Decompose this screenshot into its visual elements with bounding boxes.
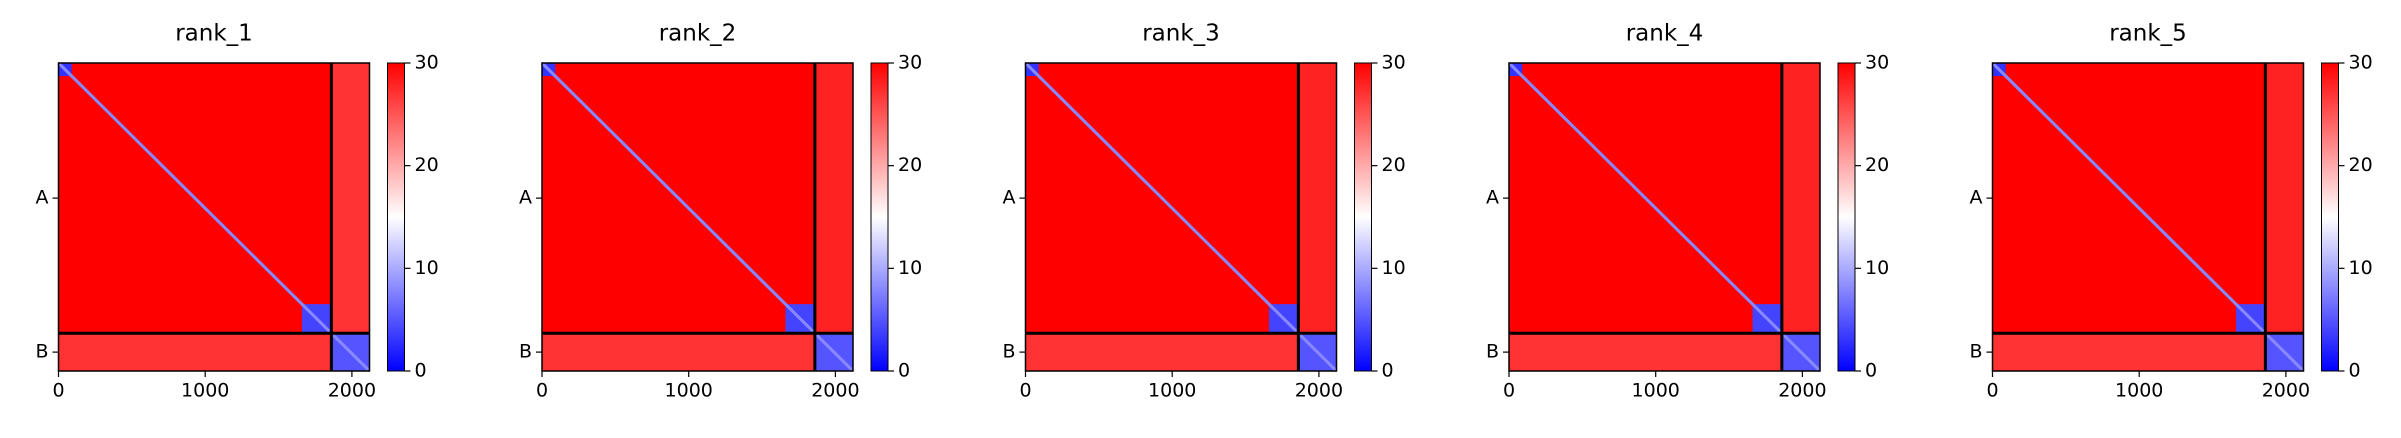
- colorbar: [2321, 62, 2339, 372]
- colorbar-tick-label: 20: [2349, 154, 2373, 176]
- colorbar-tick-label: 10: [898, 257, 922, 279]
- x-tick-label: 0: [1503, 380, 1515, 402]
- colorbar-tick-label: 0: [898, 360, 910, 382]
- x-tick-label: 2000: [1295, 380, 1343, 402]
- y-tick-label: B: [1486, 341, 1499, 363]
- diagonal: [57, 61, 371, 373]
- y-tick-label: B: [35, 341, 48, 363]
- y-tick-label: A: [36, 187, 49, 209]
- diagonal: [540, 61, 855, 373]
- colorbar-tick-label: 30: [2349, 52, 2373, 74]
- y-tick-label: B: [519, 341, 532, 363]
- x-tick-label: 0: [52, 380, 64, 402]
- heatmap-block: [1025, 334, 1299, 371]
- colorbar-tick-label: 0: [1865, 360, 1877, 382]
- y-tick-label: A: [1003, 187, 1016, 209]
- colorbar-tick-label: 20: [1382, 154, 1406, 176]
- y-tick-label: A: [1486, 187, 1499, 209]
- heatmap-block: [1509, 334, 1782, 371]
- colorbar-tick-label: 0: [1382, 360, 1394, 382]
- x-tick-label: 0: [1986, 380, 1998, 402]
- colorbar-tick-label: 10: [1382, 257, 1406, 279]
- colorbar-tick-label: 20: [1865, 154, 1889, 176]
- colorbar-tick-label: 10: [2349, 257, 2373, 279]
- colorbar: [1837, 62, 1856, 372]
- heatmap-block: [58, 334, 332, 371]
- colorbar-tick-label: 30: [415, 52, 439, 74]
- colorbar-tick-label: 10: [415, 257, 439, 279]
- colorbar-tick-label: 10: [1865, 257, 1889, 279]
- x-tick-label: 2000: [328, 380, 376, 402]
- heatmap-block: [1299, 63, 1337, 334]
- x-tick-label: 1000: [2115, 380, 2163, 402]
- colorbar-tick-label: 0: [2349, 360, 2361, 382]
- y-tick-label: B: [1969, 341, 1982, 363]
- plot-frame: [1991, 62, 2305, 372]
- x-tick-label: 1000: [181, 380, 229, 402]
- x-tick-label: 1000: [665, 380, 713, 402]
- chart-title: rank_5: [2109, 21, 2187, 47]
- diagonal: [1507, 61, 1822, 373]
- colorbar-tick-label: 20: [898, 154, 922, 176]
- heatmap-block: [542, 334, 815, 371]
- plot-frame: [1508, 62, 1821, 372]
- heatmap-block: [332, 63, 370, 334]
- heatmap-block: [1783, 63, 1820, 334]
- chart-title: rank_1: [175, 21, 253, 47]
- chart-title: rank_2: [659, 21, 737, 47]
- x-tick-label: 1000: [1632, 380, 1680, 402]
- colorbar: [870, 62, 889, 372]
- x-tick-label: 2000: [2262, 380, 2310, 402]
- x-tick-label: 0: [536, 380, 548, 402]
- colorbar: [387, 62, 405, 372]
- y-tick-label: A: [519, 187, 532, 209]
- plot-frame: [57, 62, 371, 372]
- y-tick-label: B: [1002, 341, 1015, 363]
- x-tick-label: 0: [1019, 380, 1031, 402]
- colorbar-tick-label: 20: [415, 154, 439, 176]
- plot-frame: [541, 62, 854, 372]
- x-tick-label: 2000: [1778, 380, 1826, 402]
- colorbar-tick-label: 30: [1382, 52, 1406, 74]
- colorbar: [1354, 62, 1372, 372]
- y-tick-label: A: [1970, 187, 1983, 209]
- chart-title: rank_3: [1142, 21, 1220, 47]
- x-tick-label: 2000: [811, 380, 859, 402]
- x-tick-label: 1000: [1148, 380, 1196, 402]
- plot-frame: [1024, 62, 1338, 372]
- chart-title: rank_4: [1626, 21, 1704, 47]
- diagonal: [1991, 61, 2305, 373]
- heatmap-block: [2266, 63, 2304, 334]
- heatmap-block: [1992, 334, 2266, 371]
- colorbar-tick-label: 30: [1865, 52, 1889, 74]
- colorbar-tick-label: 0: [415, 360, 427, 382]
- diagonal: [1024, 61, 1338, 373]
- heatmap-block: [816, 63, 853, 334]
- colorbar-tick-label: 30: [898, 52, 922, 74]
